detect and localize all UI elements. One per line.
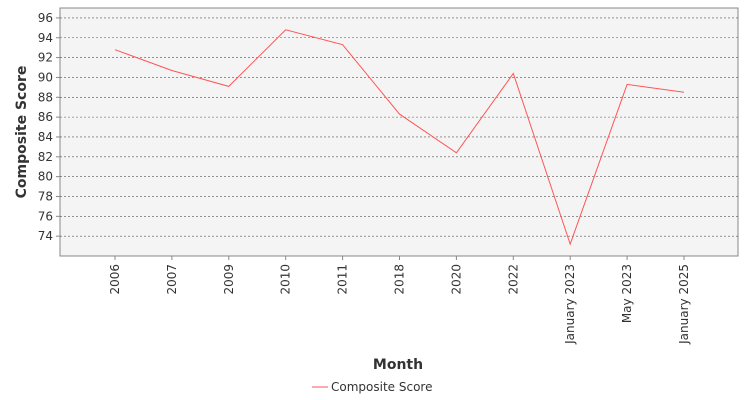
data-point-0-8 — [569, 243, 572, 246]
x-tick-label-10: January 2025 — [677, 264, 691, 345]
x-axis-title: Month — [373, 357, 423, 373]
data-point-0-7 — [512, 72, 515, 75]
y-tick-label-76: 76 — [38, 209, 53, 223]
data-point-0-2 — [227, 85, 230, 88]
x-tick-label-1: 2007 — [165, 264, 179, 295]
y-tick-label-74: 74 — [38, 229, 53, 243]
x-tick-label-4: 2011 — [336, 264, 350, 295]
data-point-0-10 — [683, 91, 686, 94]
y-tick-label-94: 94 — [38, 31, 53, 45]
data-point-0-9 — [626, 83, 629, 86]
y-tick-label-80: 80 — [38, 170, 53, 184]
y-tick-label-86: 86 — [38, 110, 53, 124]
x-tick-label-5: 2018 — [393, 264, 407, 295]
data-point-0-5 — [398, 113, 401, 116]
x-axis: 2006 2007 2009 2010 2011 2018 2020 2022 January … — [108, 256, 691, 345]
series-layer — [114, 28, 686, 246]
plot-background — [59, 7, 739, 257]
data-point-0-0 — [114, 48, 117, 51]
x-tick-label-0: 2006 — [108, 264, 122, 295]
y-axis: 74 76 78 80 82 84 86 88 90 92 94 96 — [38, 11, 60, 243]
y-tick-label-88: 88 — [38, 90, 53, 104]
y-tick-label-90: 90 — [38, 70, 53, 84]
x-tick-label-6: 2020 — [449, 264, 463, 295]
y-tick-label-78: 78 — [38, 189, 53, 203]
x-tick-label-9: May 2023 — [620, 264, 634, 323]
y-tick-label-82: 82 — [38, 150, 53, 164]
legend-label-composite-score: Composite Score — [331, 380, 432, 394]
y-tick-label-92: 92 — [38, 51, 53, 65]
data-point-0-6 — [455, 151, 458, 154]
x-tick-label-8: January 2023 — [563, 264, 577, 345]
data-point-0-4 — [341, 43, 344, 46]
data-point-0-1 — [170, 69, 173, 72]
data-point-0-3 — [284, 28, 287, 31]
x-tick-label-2: 2009 — [222, 264, 236, 295]
y-axis-title: Composite Score — [14, 66, 30, 199]
legend: Composite Score — [312, 380, 432, 394]
y-tick-label-84: 84 — [38, 130, 53, 144]
y-tick-label-96: 96 — [38, 11, 53, 25]
series-line-0 — [114, 29, 685, 246]
x-tick-label-7: 2022 — [506, 264, 520, 295]
gridlines — [60, 17, 738, 237]
x-tick-label-3: 2010 — [279, 264, 293, 295]
